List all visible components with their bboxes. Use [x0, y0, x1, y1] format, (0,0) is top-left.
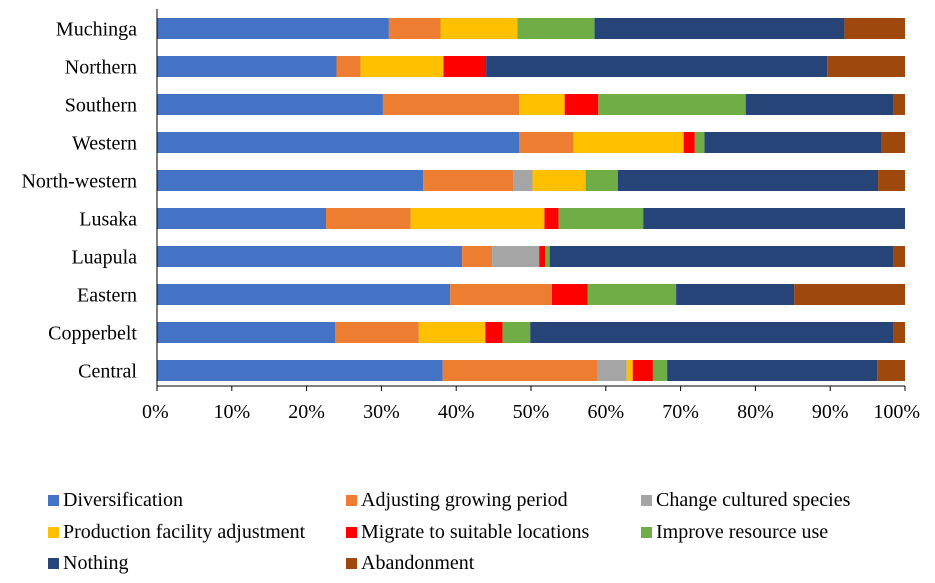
bar-muchinga-adjusting-growing-period: [388, 18, 441, 39]
bar-north-western-nothing: [617, 170, 879, 191]
bar-lusaka-production-facility-adjustment: [410, 208, 545, 229]
bar-southern-improve-resource-use: [598, 94, 746, 115]
category-label: Western: [72, 133, 137, 155]
bar-muchinga-abandonment: [844, 18, 905, 39]
bar-western-production-facility-adjustment: [573, 132, 684, 153]
bar-copperbelt-nothing: [530, 322, 894, 343]
bar-southern-migrate-to-suitable-locations: [564, 94, 599, 115]
bar-eastern-nothing: [676, 284, 795, 305]
bar-eastern-diversification: [157, 284, 451, 305]
bar-copperbelt-migrate-to-suitable-locations: [485, 322, 503, 343]
category-label: Eastern: [77, 285, 137, 307]
bar-southern-nothing: [745, 94, 894, 115]
category-label: Northern: [65, 57, 137, 79]
bar-north-western-diversification: [157, 170, 424, 191]
bar-southern-diversification: [157, 94, 383, 115]
bar-muchinga-improve-resource-use: [517, 18, 595, 39]
bar-central-migrate-to-suitable-locations: [632, 360, 653, 381]
bar-copperbelt-improve-resource-use: [502, 322, 531, 343]
bar-southern-production-facility-adjustment: [519, 94, 565, 115]
x-tick-label: 70%: [662, 401, 699, 423]
category-label: Muchinga: [56, 19, 137, 41]
bar-muchinga-production-facility-adjustment: [440, 18, 518, 39]
x-tick-label: 90%: [812, 401, 849, 423]
bar-central-change-cultured-species: [597, 360, 627, 381]
bar-eastern-abandonment: [794, 284, 905, 305]
bar-western-migrate-to-suitable-locations: [683, 132, 695, 153]
bar-central-abandonment: [877, 360, 905, 381]
bar-western-diversification: [157, 132, 520, 153]
bar-northern-diversification: [157, 56, 337, 77]
bar-northern-migrate-to-suitable-locations: [443, 56, 487, 77]
bar-muchinga-nothing: [594, 18, 845, 39]
bar-western-adjusting-growing-period: [519, 132, 574, 153]
x-tick-label: 60%: [587, 401, 624, 423]
bar-western-improve-resource-use: [694, 132, 705, 153]
bar-northern-nothing: [486, 56, 828, 77]
x-tick-label: 80%: [737, 401, 774, 423]
category-label: Southern: [65, 95, 137, 117]
bar-lusaka-diversification: [157, 208, 327, 229]
bar-lusaka-adjusting-growing-period: [326, 208, 411, 229]
bar-muchinga-diversification: [157, 18, 389, 39]
bar-western-nothing: [704, 132, 882, 153]
bar-northern-production-facility-adjustment: [360, 56, 444, 77]
x-tick-label: 50%: [513, 401, 550, 423]
bars-layer: [157, 18, 905, 381]
category-label: Copperbelt: [48, 323, 137, 345]
category-label: Lusaka: [79, 209, 137, 231]
bar-southern-adjusting-growing-period: [382, 94, 520, 115]
bar-central-diversification: [157, 360, 443, 381]
bar-lusaka-migrate-to-suitable-locations: [544, 208, 559, 229]
bar-central-improve-resource-use: [652, 360, 668, 381]
bar-luapula-diversification: [157, 246, 463, 267]
bar-northern-abandonment: [827, 56, 905, 77]
bar-central-production-facility-adjustment: [626, 360, 633, 381]
bar-copperbelt-diversification: [157, 322, 336, 343]
bar-copperbelt-abandonment: [893, 322, 905, 343]
bar-copperbelt-production-facility-adjustment: [418, 322, 486, 343]
bar-eastern-migrate-to-suitable-locations: [551, 284, 588, 305]
bar-eastern-adjusting-growing-period: [450, 284, 552, 305]
bar-luapula-nothing: [549, 246, 894, 267]
bar-central-adjusting-growing-period: [442, 360, 598, 381]
bar-lusaka-nothing: [643, 208, 905, 229]
bar-copperbelt-adjusting-growing-period: [335, 322, 419, 343]
x-tick-label: 40%: [438, 401, 475, 423]
y-axis-labels: Muchinga Northern Southern Western North-wes…: [21, 19, 137, 383]
bar-north-western-abandonment: [878, 170, 905, 191]
x-axis: 0% 10% 20% 30% 40% 50% 60% 70% 80% 90% 100%: [142, 9, 920, 423]
bar-north-western-adjusting-growing-period: [423, 170, 514, 191]
bar-north-western-production-facility-adjustment: [532, 170, 586, 191]
bar-luapula-improve-resource-use: [545, 246, 550, 267]
bar-northern-adjusting-growing-period: [336, 56, 361, 77]
category-label: North-western: [21, 171, 137, 193]
x-tick-label: 20%: [288, 401, 325, 423]
bar-luapula-adjusting-growing-period: [462, 246, 493, 267]
x-tick-label: 30%: [363, 401, 400, 423]
x-tick-label: 0%: [142, 401, 169, 423]
x-tick-label: 10%: [213, 401, 250, 423]
x-tick-label: 100%: [873, 401, 920, 423]
bar-north-western-change-cultured-species: [513, 170, 533, 191]
bar-western-abandonment: [881, 132, 905, 153]
bar-southern-abandonment: [893, 94, 905, 115]
bar-luapula-change-cultured-species: [492, 246, 540, 267]
bar-central-nothing: [667, 360, 878, 381]
category-label: Luapula: [71, 247, 137, 269]
bar-north-western-improve-resource-use: [585, 170, 618, 191]
bar-lusaka-improve-resource-use: [558, 208, 644, 229]
bar-luapula-abandonment: [893, 246, 905, 267]
bar-luapula-migrate-to-suitable-locations: [539, 246, 546, 267]
category-label: Central: [78, 361, 137, 383]
bar-eastern-improve-resource-use: [587, 284, 677, 305]
